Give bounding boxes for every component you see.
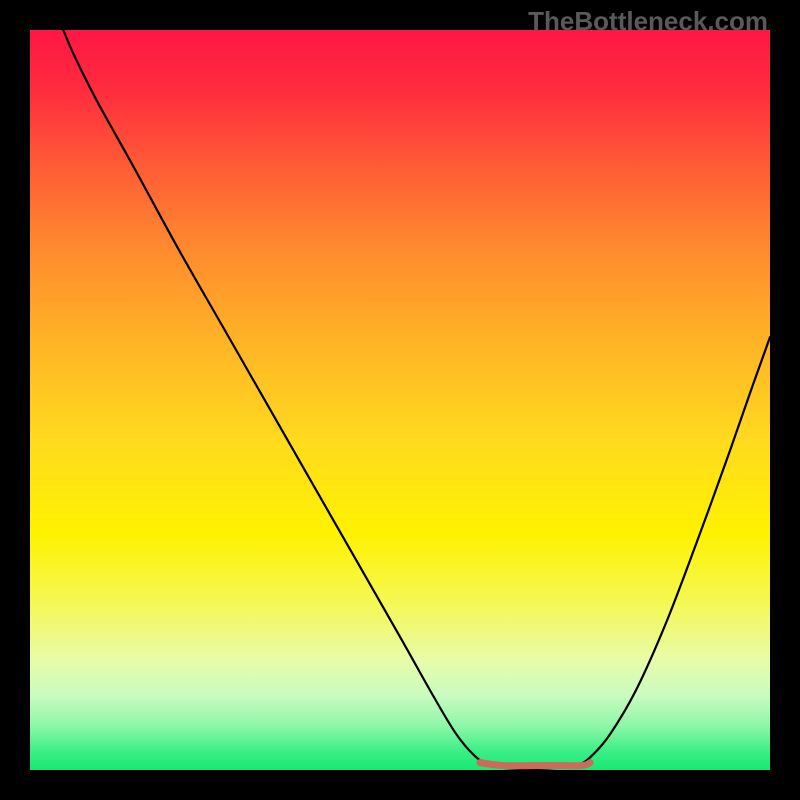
watermark-text: TheBottleneck.com <box>528 6 768 37</box>
chart-svg <box>0 0 800 800</box>
plot-area <box>30 30 770 770</box>
chart-container: TheBottleneck.com <box>0 0 800 800</box>
bottom-band <box>480 763 590 766</box>
